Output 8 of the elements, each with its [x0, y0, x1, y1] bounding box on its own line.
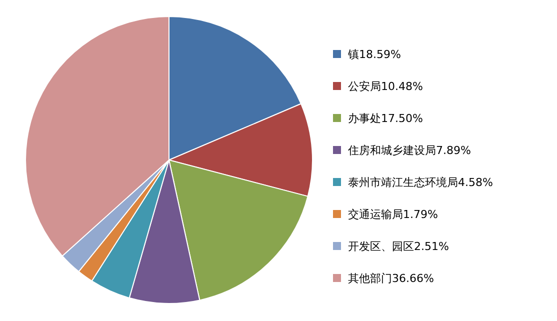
legend-label: 其他部门36.66%: [348, 270, 434, 286]
legend-label: 公安局10.48%: [348, 78, 423, 94]
legend-label: 镇18.59%: [348, 46, 401, 62]
legend-label: 泰州市靖江生态环境局4.58%: [348, 174, 493, 190]
legend-label: 开发区、园区2.51%: [348, 238, 449, 254]
legend-label: 住房和城乡建设局7.89%: [348, 142, 471, 158]
legend-label: 交通运输局1.79%: [348, 206, 438, 222]
legend-label: 办事处17.50%: [348, 110, 423, 126]
